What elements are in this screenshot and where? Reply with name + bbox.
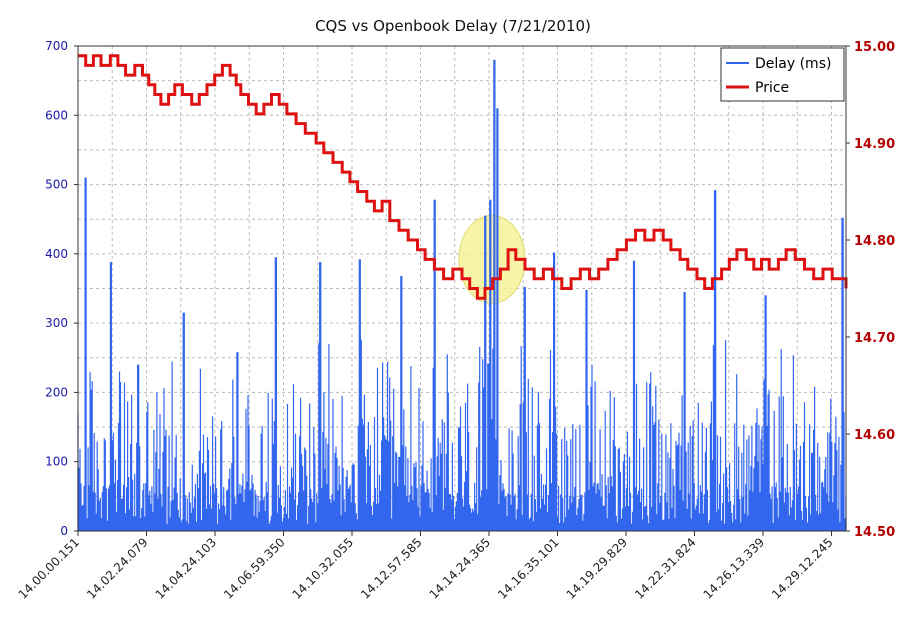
plot-frame bbox=[77, 45, 847, 532]
legend-box bbox=[720, 47, 845, 102]
right-axis: 14.50 14.60 14.70 14.80 14.90 15.00 bbox=[846, 40, 895, 540]
left-tick-label: 700 bbox=[45, 39, 68, 53]
left-tick-label: 100 bbox=[45, 455, 68, 469]
x-tick-label: 14.06.59.350 bbox=[221, 535, 288, 602]
left-tick-label: 0 bbox=[60, 524, 68, 538]
right-tick-label: 14.70 bbox=[854, 331, 895, 346]
price-line bbox=[78, 54, 848, 300]
left-axis: 0 100 200 300 400 500 600 700 bbox=[45, 39, 78, 538]
left-tick-label: 600 bbox=[45, 108, 68, 122]
x-tick-label: 14.00.00.151 bbox=[16, 535, 83, 602]
left-tick-label: 500 bbox=[45, 178, 68, 192]
right-tick-label: 15.00 bbox=[854, 40, 895, 55]
x-tick-label: 14.22.31.824 bbox=[632, 535, 699, 602]
right-tick-label: 14.80 bbox=[854, 234, 895, 249]
x-tick-label: 14.19.29.829 bbox=[564, 535, 631, 602]
delay-bars bbox=[77, 59, 847, 531]
left-tick-label: 200 bbox=[45, 385, 68, 399]
legend-label-price: Price bbox=[755, 80, 789, 96]
x-tick-label: 14.26.13.339 bbox=[701, 535, 768, 602]
left-tick-label: 400 bbox=[45, 247, 68, 261]
right-tick-label: 14.60 bbox=[854, 428, 895, 443]
delay-bar-series bbox=[77, 59, 847, 531]
x-tick-label: 14.12.57.585 bbox=[358, 535, 425, 602]
chart-title: CQS vs Openbook Delay (7/21/2010) bbox=[315, 17, 591, 35]
x-tick-label: 14.04.24.103 bbox=[153, 535, 220, 602]
price-layer bbox=[78, 54, 848, 300]
x-tick-label: 14.14.24.365 bbox=[427, 535, 494, 602]
right-tick-label: 14.90 bbox=[854, 137, 895, 152]
legend-label-delay: Delay (ms) bbox=[755, 56, 831, 72]
legend: Delay (ms) Price bbox=[720, 47, 845, 102]
left-tick-label: 300 bbox=[45, 316, 68, 330]
x-tick-label: 14.29.12.245 bbox=[769, 535, 836, 602]
right-tick-label: 14.50 bbox=[854, 525, 895, 540]
x-tick-label: 14.16.35.101 bbox=[495, 535, 562, 602]
x-tick-label: 14.10.32.055 bbox=[290, 535, 357, 602]
x-tick-label: 14.02.24.079 bbox=[84, 535, 151, 602]
x-axis: 14.00.00.151 14.02.24.079 14.04.24.103 14.0… bbox=[16, 531, 836, 602]
